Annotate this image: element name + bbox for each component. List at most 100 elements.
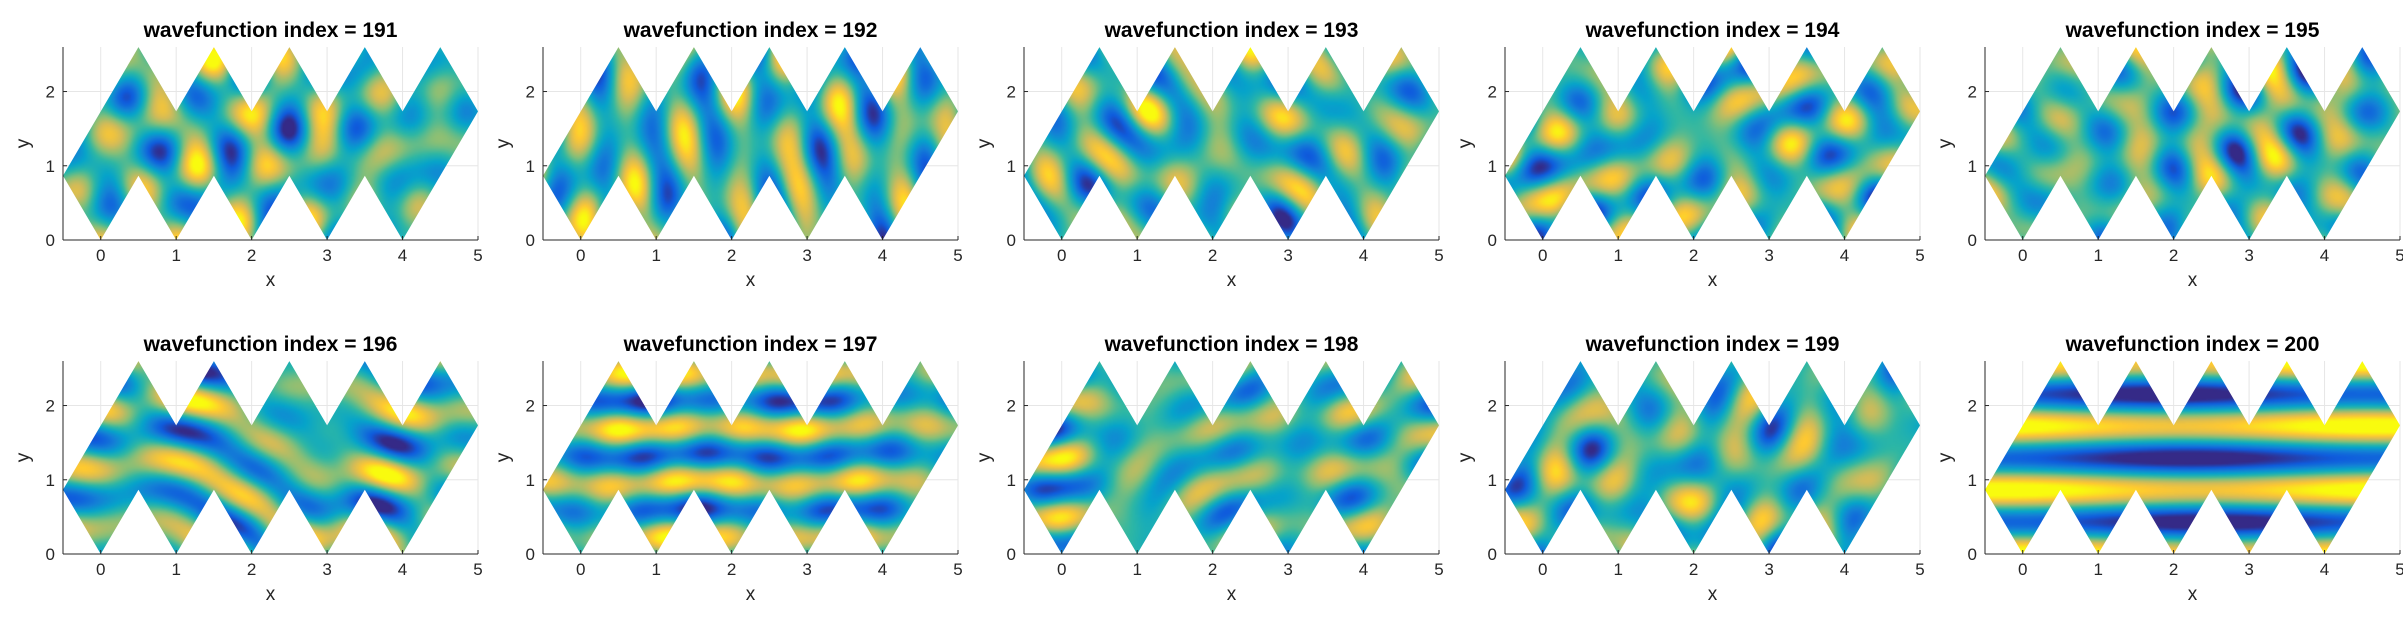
panel-title: wavefunction index = 192	[623, 19, 878, 42]
x-tick-label: 4	[2320, 560, 2329, 579]
y-tick-label: 1	[1968, 471, 1977, 490]
wavefunction-heatmap	[543, 47, 958, 240]
y-tick-label: 1	[1968, 157, 1977, 176]
x-tick-label: 4	[878, 246, 887, 265]
y-tick-label: 1	[1007, 157, 1016, 176]
x-tick-label: 5	[1915, 560, 1924, 579]
y-axis-label: y	[493, 138, 514, 148]
x-tick-label: 1	[1132, 246, 1141, 265]
x-tick-label: 1	[1132, 560, 1141, 579]
x-tick-label: 4	[2320, 246, 2329, 265]
x-tick-label: 0	[576, 560, 585, 579]
y-tick-label: 0	[1968, 231, 1977, 250]
x-tick-label: 2	[1208, 560, 1217, 579]
y-axis-label: y	[1455, 138, 1476, 148]
y-axis-label: y	[493, 452, 514, 462]
x-axis-label: x	[1227, 270, 1237, 291]
wavefunction-heatmap	[1985, 47, 2400, 240]
x-tick-label: 4	[398, 246, 407, 265]
x-axis-label: x	[2188, 584, 2198, 605]
x-axis-label: x	[746, 584, 756, 605]
y-axis-label: y	[974, 138, 995, 148]
wavefunction-heatmap	[1024, 47, 1439, 240]
x-tick-label: 1	[2093, 560, 2102, 579]
x-tick-label: 2	[1208, 246, 1217, 265]
x-tick-label: 2	[247, 560, 256, 579]
panel-title: wavefunction index = 194	[1585, 19, 1840, 42]
panel-title: wavefunction index = 196	[143, 333, 398, 356]
x-tick-label: 3	[2244, 246, 2253, 265]
x-tick-label: 2	[2169, 246, 2178, 265]
wavefunction-heatmap	[1505, 361, 1920, 554]
wavefunction-heatmap	[63, 361, 478, 554]
x-axis-label: x	[1708, 584, 1718, 605]
y-tick-label: 2	[1488, 83, 1497, 102]
y-tick-label: 2	[1968, 397, 1977, 416]
y-axis-label: y	[1935, 138, 1956, 148]
x-tick-label: 1	[651, 246, 660, 265]
x-tick-label: 3	[322, 246, 331, 265]
x-tick-label: 4	[1359, 246, 1368, 265]
x-tick-label: 1	[651, 560, 660, 579]
y-tick-label: 1	[46, 471, 55, 490]
x-tick-label: 2	[727, 560, 736, 579]
y-tick-label: 2	[46, 397, 55, 416]
x-tick-label: 5	[2395, 246, 2403, 265]
y-tick-label: 0	[526, 545, 535, 564]
y-tick-label: 0	[526, 231, 535, 250]
y-tick-label: 1	[1488, 471, 1497, 490]
x-tick-label: 5	[473, 246, 482, 265]
x-tick-label: 0	[1057, 560, 1066, 579]
panel-title: wavefunction index = 195	[2065, 19, 2320, 42]
x-tick-label: 0	[2018, 246, 2027, 265]
wavefunction-heatmap	[1985, 361, 2400, 554]
wavefunction-heatmap	[1024, 361, 1439, 554]
x-tick-label: 1	[2093, 246, 2102, 265]
x-axis-label: x	[1227, 584, 1237, 605]
x-tick-label: 0	[96, 560, 105, 579]
y-tick-label: 0	[1007, 231, 1016, 250]
x-tick-label: 3	[1283, 246, 1292, 265]
y-tick-label: 2	[1488, 397, 1497, 416]
y-tick-label: 2	[526, 397, 535, 416]
x-tick-label: 4	[1840, 246, 1849, 265]
y-tick-label: 1	[1488, 157, 1497, 176]
x-tick-label: 3	[1764, 246, 1773, 265]
y-tick-label: 1	[526, 471, 535, 490]
panel-title: wavefunction index = 191	[143, 19, 398, 42]
wavefunction-heatmap	[63, 47, 478, 240]
panel-title: wavefunction index = 198	[1104, 333, 1359, 356]
x-tick-label: 1	[171, 246, 180, 265]
x-tick-label: 4	[1840, 560, 1849, 579]
y-tick-label: 2	[46, 83, 55, 102]
y-tick-label: 2	[1968, 83, 1977, 102]
x-tick-label: 4	[1359, 560, 1368, 579]
y-axis-label: y	[1935, 452, 1956, 462]
x-tick-label: 3	[1764, 560, 1773, 579]
x-tick-label: 0	[1538, 246, 1547, 265]
x-axis-label: x	[2188, 270, 2198, 291]
x-tick-label: 1	[171, 560, 180, 579]
panel-title: wavefunction index = 193	[1104, 19, 1359, 42]
x-tick-label: 3	[802, 246, 811, 265]
x-tick-label: 5	[1915, 246, 1924, 265]
x-tick-label: 4	[878, 560, 887, 579]
y-tick-label: 0	[1488, 231, 1497, 250]
x-axis-label: x	[266, 270, 276, 291]
x-tick-label: 0	[96, 246, 105, 265]
y-tick-label: 2	[1007, 397, 1016, 416]
x-tick-label: 5	[473, 560, 482, 579]
x-tick-label: 1	[1613, 560, 1622, 579]
wavefunction-heatmap	[543, 361, 958, 554]
y-tick-label: 1	[46, 157, 55, 176]
x-tick-label: 4	[398, 560, 407, 579]
x-tick-label: 5	[953, 246, 962, 265]
x-tick-label: 5	[2395, 560, 2403, 579]
